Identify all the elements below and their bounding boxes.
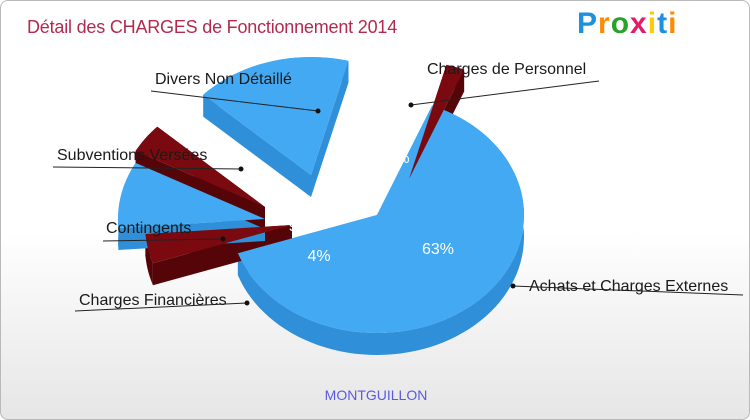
leader-dot-5 xyxy=(408,102,414,108)
chart-title: Détail des CHARGES de Fonctionnement 201… xyxy=(27,17,398,37)
slice-face-4-1 xyxy=(311,60,349,198)
leader-dot-0 xyxy=(510,283,516,289)
logo-letter: i xyxy=(668,7,678,40)
logo-letter: r xyxy=(598,7,611,40)
category-label-4: Divers Non Détaillé xyxy=(155,71,292,88)
logo-letter: t xyxy=(657,7,669,40)
logo-letter: o xyxy=(610,7,631,40)
category-label-3: Subventions Versées xyxy=(57,147,207,164)
pie-slice-1 xyxy=(145,225,292,264)
pie-slice-3 xyxy=(135,126,265,207)
logo-letter: i xyxy=(647,7,658,40)
pie-slice-5 xyxy=(409,64,465,179)
data-label-5: 2% xyxy=(386,150,409,167)
pie-slice-0 xyxy=(237,105,524,333)
leader-dot-1 xyxy=(244,300,250,306)
category-label-1: Charges Financières xyxy=(79,292,227,309)
leader-line-0 xyxy=(512,285,744,296)
leader-line-3 xyxy=(52,166,242,170)
leader-dot-3 xyxy=(238,166,244,172)
logo-letter: P xyxy=(577,7,599,40)
commune-name: MONTGUILLON xyxy=(324,387,428,403)
data-label-4: 17% xyxy=(332,154,364,171)
logo-letter: x xyxy=(630,7,648,40)
data-label-2: 9% xyxy=(288,218,311,235)
leader-line-1 xyxy=(74,302,248,312)
data-label-0: 63% xyxy=(422,241,454,258)
category-label-2: Contingents xyxy=(106,220,191,237)
slice-face-4-0 xyxy=(203,94,311,197)
pie-slice-4 xyxy=(203,57,349,175)
leader-line-2 xyxy=(102,238,224,242)
pie-slice-2 xyxy=(118,162,265,228)
category-label-5: Charges de Personnel xyxy=(427,61,586,78)
leader-line-5 xyxy=(410,80,600,106)
proxiti-logo: Proxiti xyxy=(577,7,677,41)
leader-dot-2 xyxy=(220,236,226,242)
leader-dot-4 xyxy=(315,108,321,114)
data-label-1: 4% xyxy=(307,248,330,265)
data-label-3: 4% xyxy=(270,186,293,203)
category-label-0: Achats et Charges Externes xyxy=(529,278,728,295)
leader-line-4 xyxy=(150,90,319,112)
pie-tops xyxy=(118,57,524,333)
